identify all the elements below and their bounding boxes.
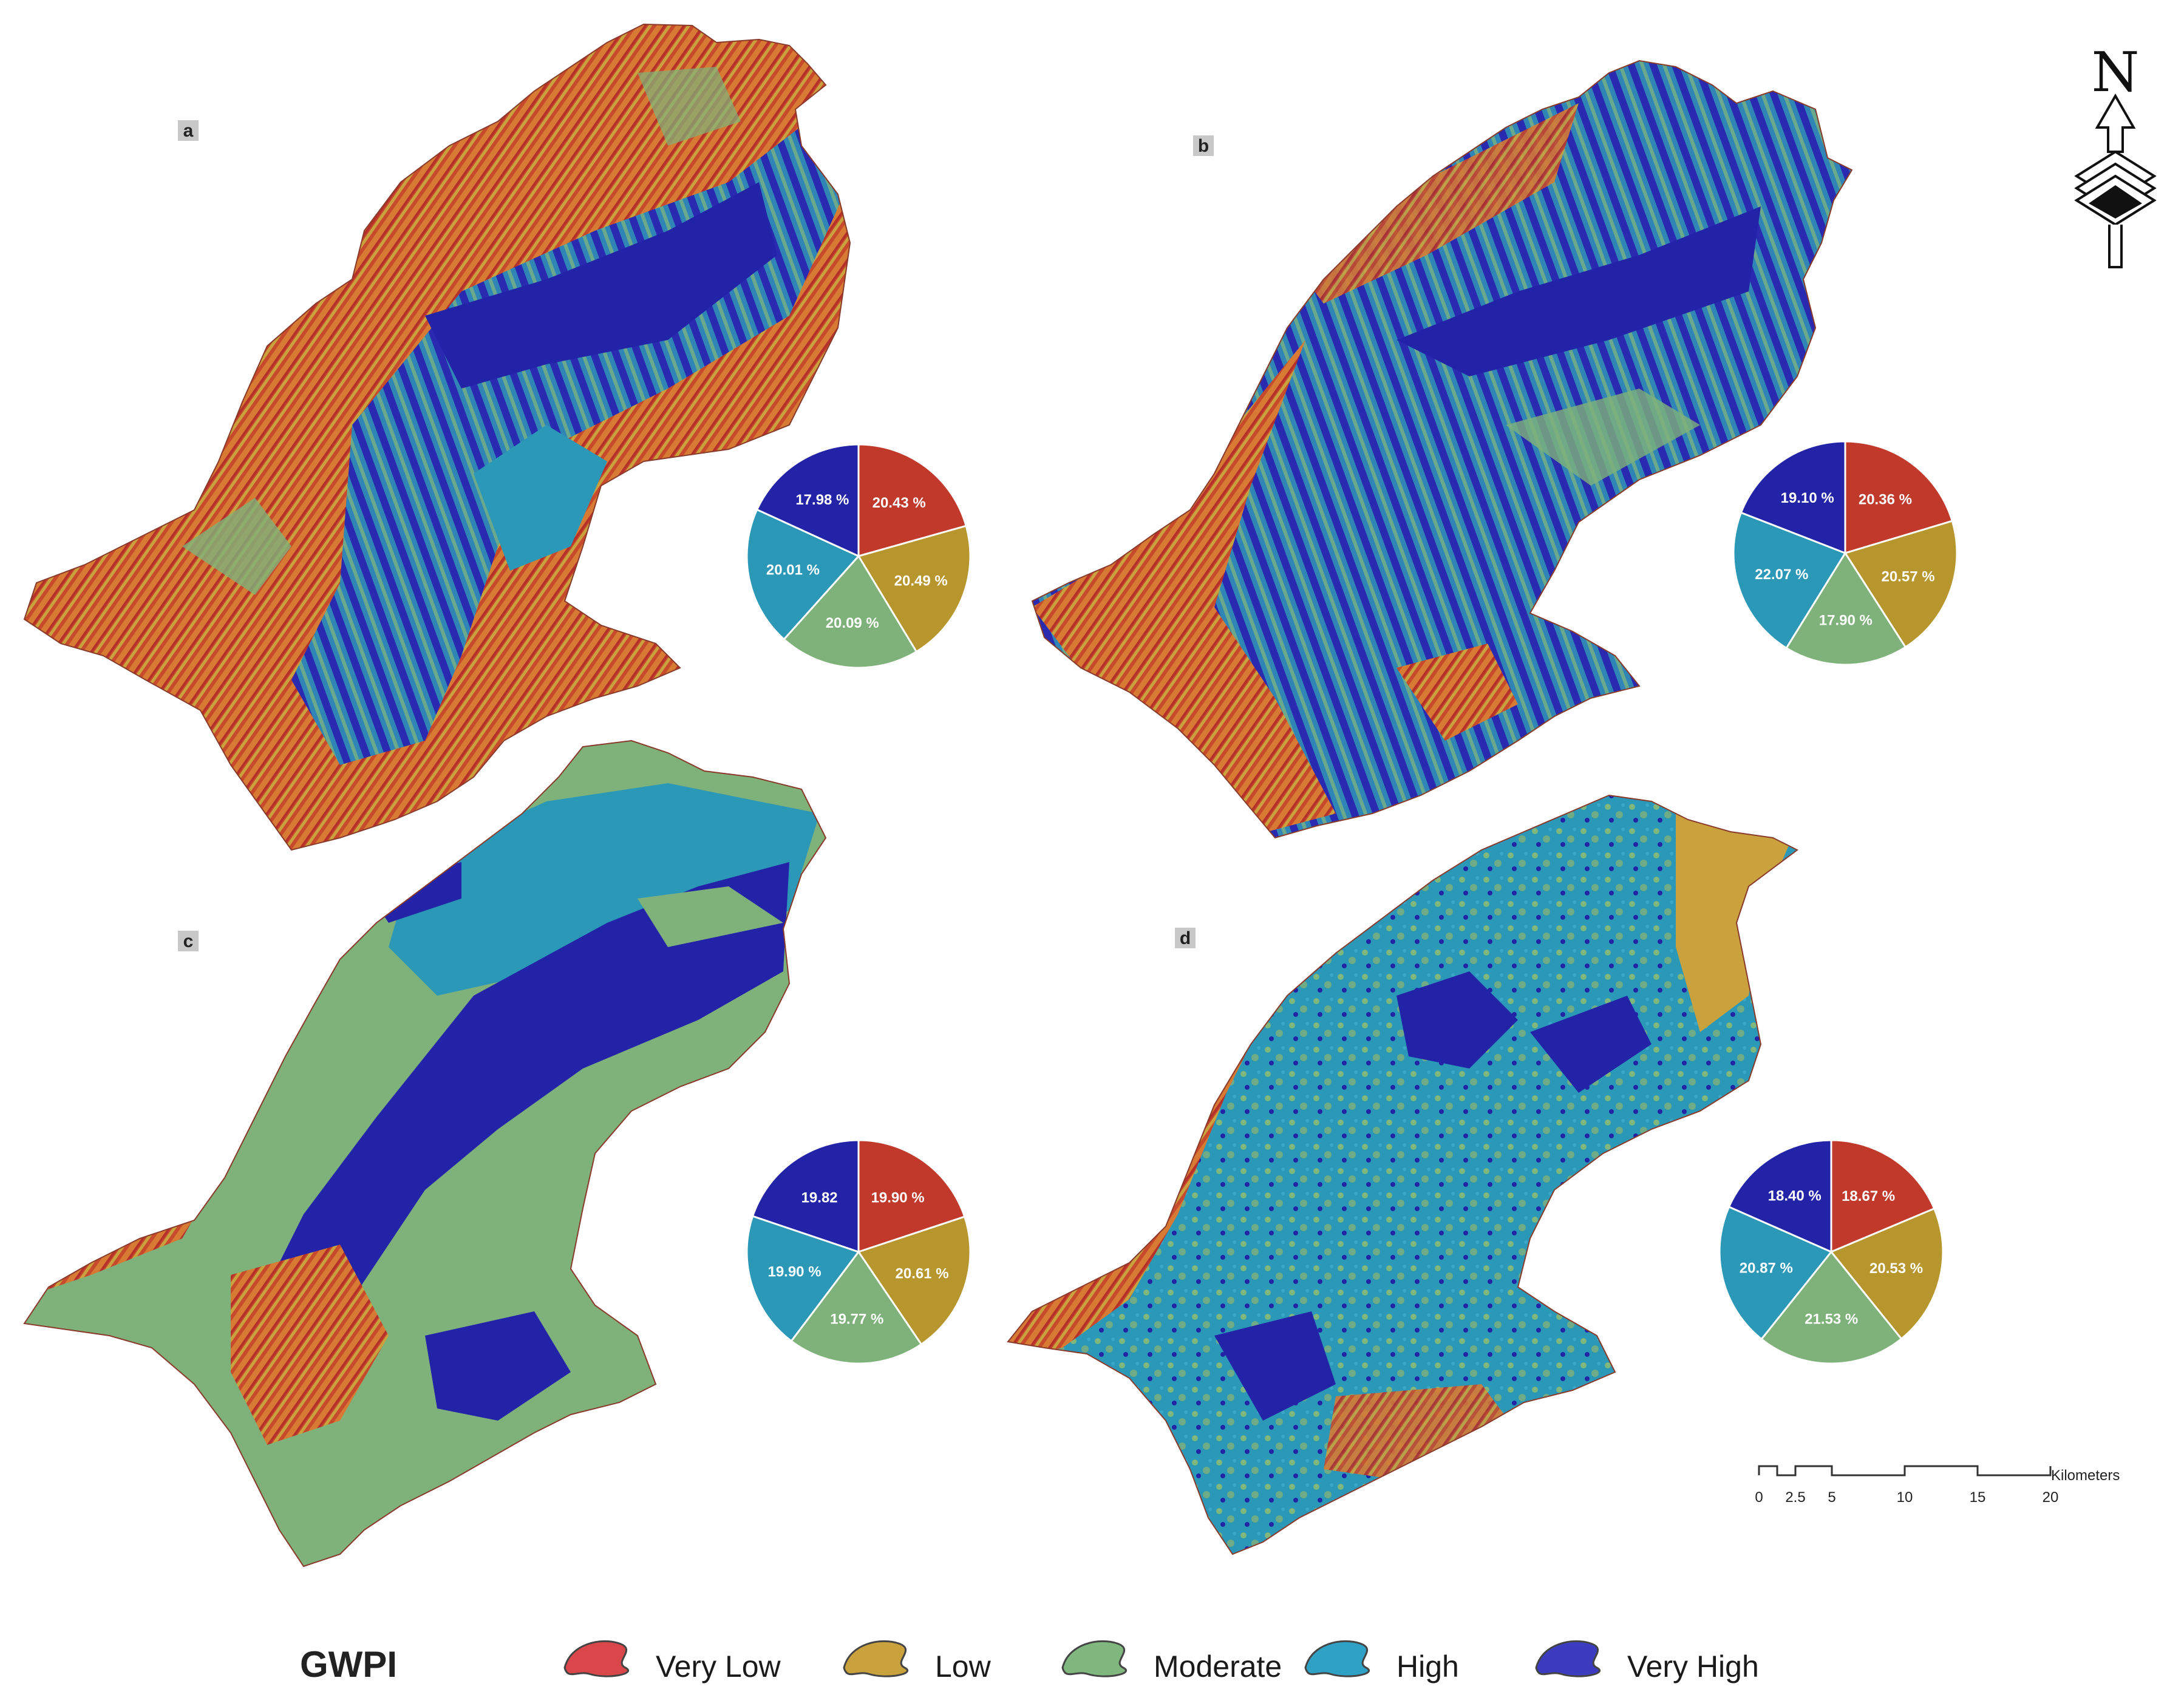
panel-letter-box-b	[1193, 135, 1214, 156]
pie-label-b-very-low: 20.36 %	[1859, 491, 1912, 508]
legend-items: Very Low Low Moderate High Very High	[563, 1640, 1759, 1684]
map-panel-a: a	[24, 24, 851, 851]
pie-slice-a-low	[857, 525, 971, 653]
pie-label-b-low: 20.57 %	[1881, 568, 1934, 585]
pie-label-c-high: 19.90 %	[767, 1264, 821, 1280]
panel-letter-a: a	[183, 121, 194, 141]
pie-slice-d-very-low	[1830, 1139, 1936, 1254]
legend-label-moderate: Moderate	[1154, 1650, 1282, 1684]
pie-slice-b-very-low	[1844, 440, 1954, 555]
pie-label-d-low: 20.53 %	[1869, 1260, 1923, 1277]
pie-slice-a-very-low	[857, 443, 967, 557]
legend-title: GWPI	[300, 1644, 397, 1685]
map-panel-c: c	[24, 740, 826, 1567]
legend: GWPI Very Low Low Moderate High Very High	[300, 1640, 1759, 1685]
pie-label-c-low: 20.61 %	[896, 1265, 949, 1282]
legend-swatch-moderate	[1061, 1640, 1128, 1677]
pie-label-a-very-low: 20.43 %	[873, 495, 926, 511]
pie-slice-a-very-high	[755, 443, 860, 558]
pie-slice-b-low	[1843, 520, 1958, 648]
pie-slice-d-moderate	[1760, 1250, 1903, 1365]
pie-chart-d: 18.67 % 20.53 % 21.53 % 20.87 % 18.40 %	[1718, 1139, 1944, 1365]
legend-swatch-very-high	[1535, 1640, 1601, 1677]
pie-label-b-very-high: 19.10 %	[1781, 490, 1834, 506]
pie-slice-c-high	[746, 1215, 860, 1343]
legend-label-very-high: Very High	[1627, 1650, 1759, 1684]
legend-label-low: Low	[935, 1650, 992, 1684]
pie-slice-a-moderate	[783, 554, 918, 669]
pie-label-d-moderate: 21.53 %	[1805, 1311, 1858, 1327]
scale-tick-label: 5	[1828, 1489, 1835, 1506]
pie-label-b-high: 22.07 %	[1755, 566, 1808, 583]
panel-letter-box-a	[178, 120, 199, 141]
legend-label-high: High	[1396, 1650, 1459, 1684]
legend-swatch-high	[1304, 1640, 1370, 1677]
pie-slice-c-low	[857, 1215, 971, 1346]
panel-letter-c: c	[183, 931, 194, 951]
scale-ticks: 0 2.5 5 10 15 20	[1755, 1489, 2058, 1506]
map-panel-d: d	[1007, 795, 1798, 1555]
scale-tick-label: 2.5	[1785, 1489, 1805, 1506]
pie-label-a-very-high: 17.98 %	[795, 492, 849, 508]
scale-unit: Kilometers	[2051, 1467, 2120, 1484]
gwpi-raster-d	[1008, 795, 1797, 1554]
pie-slice-c-very-high	[751, 1139, 860, 1254]
pie-label-c-very-high: 19.82	[801, 1189, 838, 1206]
pie-slice-b-high	[1732, 511, 1847, 650]
pie-label-d-high: 20.87 %	[1740, 1260, 1793, 1276]
pie-slice-a-high	[746, 508, 860, 641]
pie-slice-c-very-low	[857, 1139, 966, 1254]
scale-tick-label: 10	[1897, 1489, 1913, 1506]
panel-letter-box-d	[1175, 928, 1196, 948]
legend-label-very-low: Very Low	[656, 1650, 781, 1684]
pie-label-c-moderate: 19.77 %	[830, 1311, 883, 1327]
map-panel-b: b	[1032, 60, 1852, 838]
scale-tick-label: 20	[2043, 1489, 2059, 1506]
scale-tick-label: 15	[1970, 1489, 1986, 1506]
scale-bar: Kilometers 0 2.5 5 10 15 20	[1755, 1465, 2120, 1506]
north-arrow-icon: N	[2074, 41, 2157, 268]
pie-slice-d-very-high	[1727, 1139, 1832, 1254]
legend-swatch-very-low	[563, 1640, 630, 1677]
legend-swatch-low	[843, 1640, 909, 1677]
pie-label-a-moderate: 20.09 %	[826, 615, 879, 631]
gwpi-raster-a	[24, 24, 850, 850]
scale-tick-label: 0	[1755, 1489, 1763, 1506]
gwpi-raster-c	[24, 741, 826, 1566]
pie-chart-b: 20.36 % 20.57 % 17.90 % 22.07 % 19.10 %	[1732, 440, 1958, 666]
pie-slice-c-moderate	[790, 1250, 923, 1365]
panel-letter-box-c	[178, 931, 199, 951]
pie-label-b-moderate: 17.90 %	[1819, 612, 1873, 628]
panel-letter-d: d	[1180, 928, 1191, 948]
pie-slice-b-moderate	[1785, 551, 1907, 666]
pie-label-d-very-high: 18.40 %	[1768, 1188, 1822, 1204]
pie-label-a-low: 20.49 %	[894, 573, 948, 589]
pie-chart-c: 19.90 % 20.61 % 19.77 % 19.90 % 19.82	[746, 1139, 971, 1365]
gwpi-raster-b	[1032, 61, 1852, 838]
panel-letter-b: b	[1198, 136, 1209, 156]
pie-label-a-high: 20.01 %	[766, 562, 820, 579]
pie-chart-a: 20.43 % 20.49 % 20.09 % 20.01 % 17.98 %	[746, 443, 971, 669]
pie-label-c-very-low: 19.90 %	[871, 1189, 925, 1206]
pie-slice-d-low	[1829, 1207, 1944, 1340]
pie-slice-b-very-high	[1740, 440, 1846, 555]
pie-label-d-very-low: 18.67 %	[1842, 1188, 1895, 1204]
